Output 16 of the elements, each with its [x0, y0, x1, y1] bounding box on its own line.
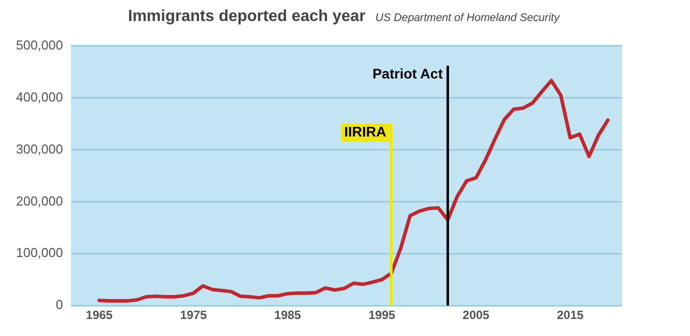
chart-title: Immigrants deported each year — [128, 8, 366, 26]
ref-line-label: Patriot Act — [372, 66, 444, 82]
chart-subtitle: US Department of Homeland Security — [375, 12, 560, 24]
x-tick-label: 1995 — [368, 308, 396, 322]
y-tick-label: 100,000 — [16, 245, 63, 260]
y-tick-label: 200,000 — [16, 193, 63, 208]
y-tick-label: 0 — [56, 297, 63, 312]
y-tick-label: 500,000 — [16, 37, 63, 52]
x-tick-label: 2005 — [462, 308, 490, 322]
ref-line-label: IIRIRA — [344, 124, 386, 140]
x-tick-label: 1985 — [274, 308, 302, 322]
x-tick-label: 1975 — [180, 308, 208, 322]
x-tick-label: 1965 — [86, 308, 113, 322]
y-tick-label: 300,000 — [16, 141, 63, 156]
y-tick-label: 400,000 — [16, 89, 63, 104]
x-tick-label: 2015 — [556, 308, 584, 322]
